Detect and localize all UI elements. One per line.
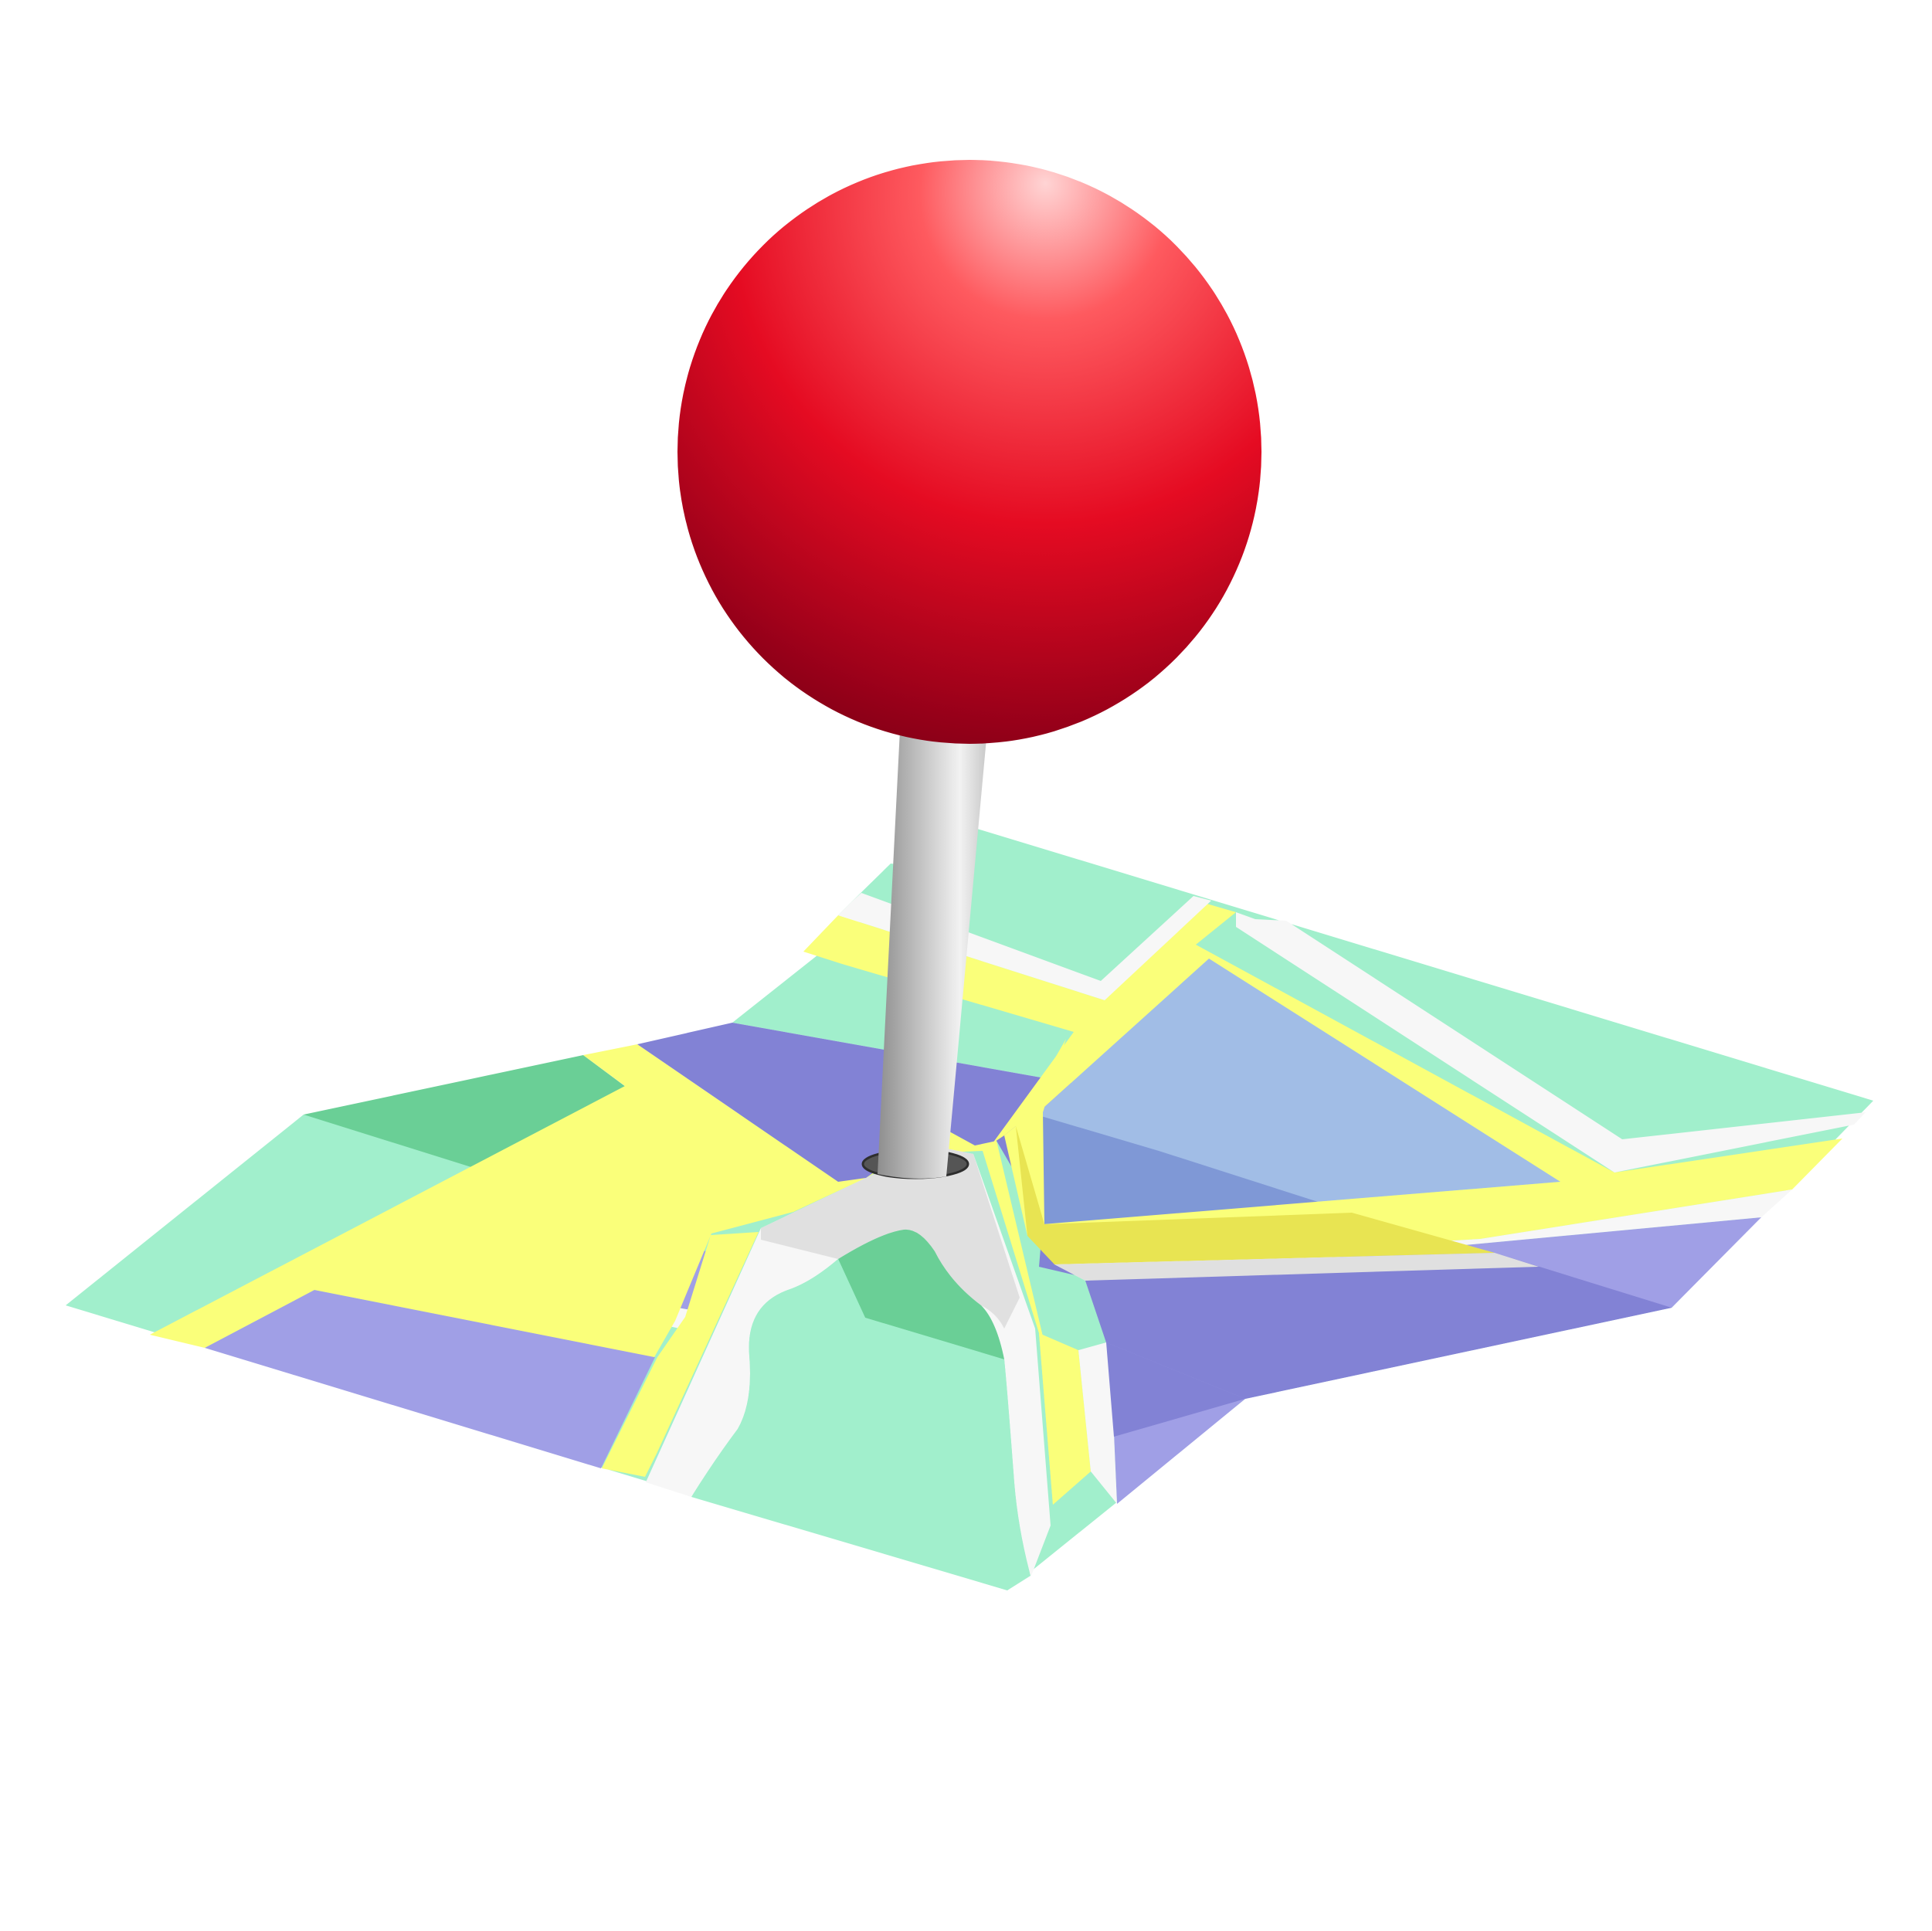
map-park-light-river [691, 1259, 1031, 1590]
map-plaza-shade [761, 1146, 1020, 1329]
pin-head [677, 160, 1261, 744]
map-block-indigo-3 [1085, 1253, 1672, 1399]
map-road-yellow-shade-1 [1016, 1126, 1495, 1264]
map-block-lavender-1 [205, 1290, 655, 1468]
map-road-yellow-down [602, 1232, 759, 1477]
map-road-white-shade-1 [1054, 1253, 1539, 1281]
map-road-white-right-lower [1078, 1342, 1117, 1504]
map-park-dark-2 [838, 1229, 1004, 1359]
pin-needle [878, 730, 987, 1179]
map-block-blue-shade [1016, 1115, 1352, 1224]
map-pin [677, 160, 1261, 1179]
map-road-yellow-left [150, 1044, 1091, 1505]
map-park-dark-1 [304, 1055, 626, 1167]
map-road-yellow-right-2 [1004, 1039, 1066, 1236]
map-road-yellow-right-lower [1039, 1333, 1091, 1505]
map-road-white-right-3 [1236, 912, 1866, 1173]
map-road-yellow-right-1 [803, 900, 1842, 1264]
